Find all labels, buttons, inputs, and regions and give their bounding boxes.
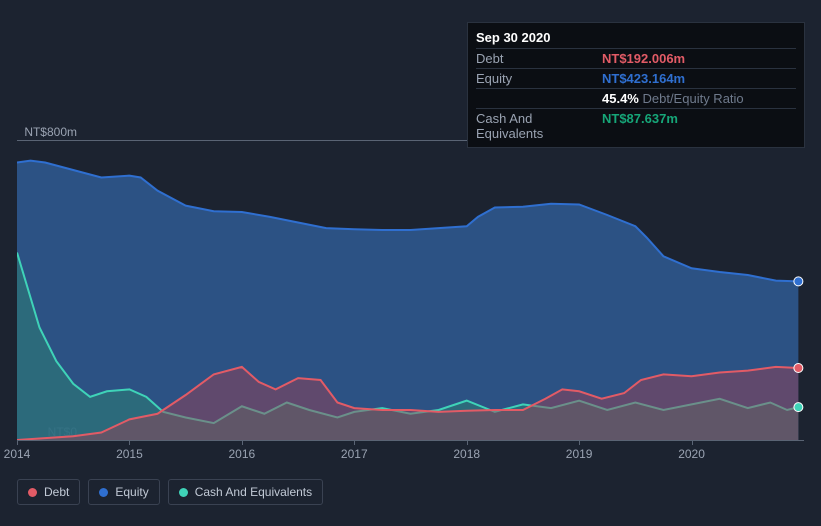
tooltip-row: 45.4% Debt/Equity Ratio (476, 88, 796, 108)
legend-item-equity[interactable]: Equity (88, 479, 159, 505)
tooltip-value: NT$192.006m (602, 51, 685, 66)
x-axis-label: 2019 (566, 447, 593, 461)
tooltip-label: Debt (476, 51, 602, 66)
x-tick (17, 440, 18, 445)
legend-dot-icon (28, 488, 37, 497)
x-axis-label: 2017 (341, 447, 368, 461)
legend-item-cash-and-equivalents[interactable]: Cash And Equivalents (168, 479, 323, 505)
legend-label: Cash And Equivalents (195, 485, 312, 499)
tooltip-row: EquityNT$423.164m (476, 68, 796, 88)
x-tick (579, 440, 580, 445)
legend-label: Debt (44, 485, 69, 499)
legend: Debt Equity Cash And Equivalents (17, 479, 323, 505)
legend-dot-icon (99, 488, 108, 497)
y-gridline (17, 440, 804, 441)
legend-item-debt[interactable]: Debt (17, 479, 80, 505)
tooltip-row: Cash And EquivalentsNT$87.637m (476, 108, 796, 143)
tooltip-value: NT$87.637m (602, 111, 678, 141)
tooltip-label: Cash And Equivalents (476, 111, 602, 141)
tooltip-label (476, 91, 602, 106)
x-axis-label: 2016 (228, 447, 255, 461)
end-marker-cash-and-equivalents (794, 403, 803, 412)
x-tick (354, 440, 355, 445)
y-axis-label: NT$800m (24, 125, 77, 139)
x-tick (242, 440, 243, 445)
tooltip-box: Sep 30 2020 DebtNT$192.006mEquityNT$423.… (467, 22, 805, 148)
x-axis-label: 2015 (116, 447, 143, 461)
end-marker-equity (794, 277, 803, 286)
end-marker-debt (794, 364, 803, 373)
tooltip-row: DebtNT$192.006m (476, 48, 796, 68)
legend-label: Equity (115, 485, 148, 499)
tooltip-label: Equity (476, 71, 602, 86)
x-tick (129, 440, 130, 445)
tooltip-date: Sep 30 2020 (476, 27, 796, 48)
x-axis-label: 2018 (453, 447, 480, 461)
tooltip-value: 45.4% Debt/Equity Ratio (602, 91, 744, 106)
legend-dot-icon (179, 488, 188, 497)
x-tick (692, 440, 693, 445)
x-axis-label: 2014 (4, 447, 31, 461)
tooltip-value: NT$423.164m (602, 71, 685, 86)
x-tick (467, 440, 468, 445)
chart-plot-area (17, 140, 804, 440)
x-axis-label: 2020 (678, 447, 705, 461)
